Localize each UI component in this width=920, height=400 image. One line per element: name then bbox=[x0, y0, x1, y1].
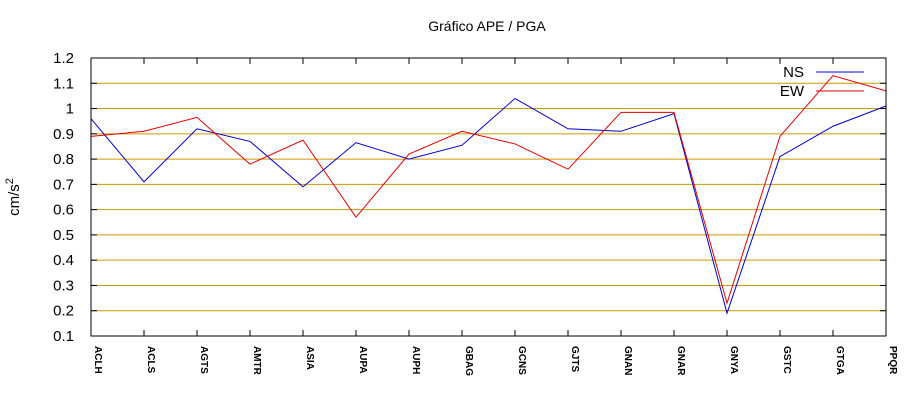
x-tick-label: GNYA bbox=[728, 346, 739, 374]
chart-title: Gráfico APE / PGA bbox=[428, 18, 546, 34]
x-ticks: ACLH ACLS AGTS AMTR ASIA AUPA AUPH GBAG GCNS GJTS… bbox=[90, 58, 898, 376]
x-tick-label: ASIA bbox=[304, 346, 315, 370]
y-axis-label: cm/s2 bbox=[4, 178, 23, 216]
y-tick-label: 0.4 bbox=[53, 252, 74, 269]
legend: NS EW bbox=[780, 64, 864, 100]
x-tick-label: GCNS bbox=[516, 346, 527, 375]
series-line-ew bbox=[90, 75, 887, 305]
x-tick-label: AUPH bbox=[410, 346, 421, 374]
y-tick-label: 0.6 bbox=[53, 202, 74, 219]
x-tick-label: GSTC bbox=[781, 346, 792, 374]
x-tick-label: GTGA bbox=[834, 346, 845, 375]
y-tick-label: 0.5 bbox=[53, 227, 74, 244]
x-tick-label: AGTS bbox=[198, 346, 209, 374]
x-tick-label: AMTR bbox=[251, 346, 262, 376]
x-tick-label: GBAG bbox=[463, 346, 474, 376]
plot-frame bbox=[90, 57, 887, 337]
y-axis-label-exponent: 2 bbox=[4, 178, 16, 184]
y-tick-label: 0.1 bbox=[53, 328, 74, 345]
grid bbox=[91, 82, 886, 312]
x-tick-label: GJTS bbox=[569, 346, 580, 372]
y-tick-label: 1 bbox=[66, 101, 74, 118]
y-tick-label: 1.1 bbox=[53, 75, 74, 92]
legend-label-ns: NS bbox=[783, 64, 804, 81]
y-axis-label-unit: cm/s bbox=[6, 184, 23, 216]
y-ticks: 0.1 0.2 0.3 0.4 0.5 0.6 0.7 0.8 0.9 1 1.1 1.2 bbox=[53, 50, 886, 345]
series-line-ns bbox=[90, 97, 887, 315]
series-lines bbox=[90, 75, 887, 315]
y-tick-label: 1.2 bbox=[53, 50, 74, 67]
y-tick-label: 0.7 bbox=[53, 176, 74, 193]
x-tick-label: ACLH bbox=[92, 346, 103, 374]
x-tick-label: PPQR bbox=[887, 346, 898, 375]
y-tick-label: 0.8 bbox=[53, 151, 74, 168]
legend-label-ew: EW bbox=[780, 83, 805, 100]
x-tick-label: AUPA bbox=[357, 346, 368, 374]
x-tick-label: ACLS bbox=[145, 346, 156, 374]
y-tick-label: 0.2 bbox=[53, 303, 74, 320]
y-tick-label: 0.3 bbox=[53, 277, 74, 294]
x-tick-label: GNAN bbox=[622, 346, 633, 375]
x-tick-label: GNAR bbox=[675, 346, 686, 376]
y-tick-label: 0.9 bbox=[53, 126, 74, 143]
